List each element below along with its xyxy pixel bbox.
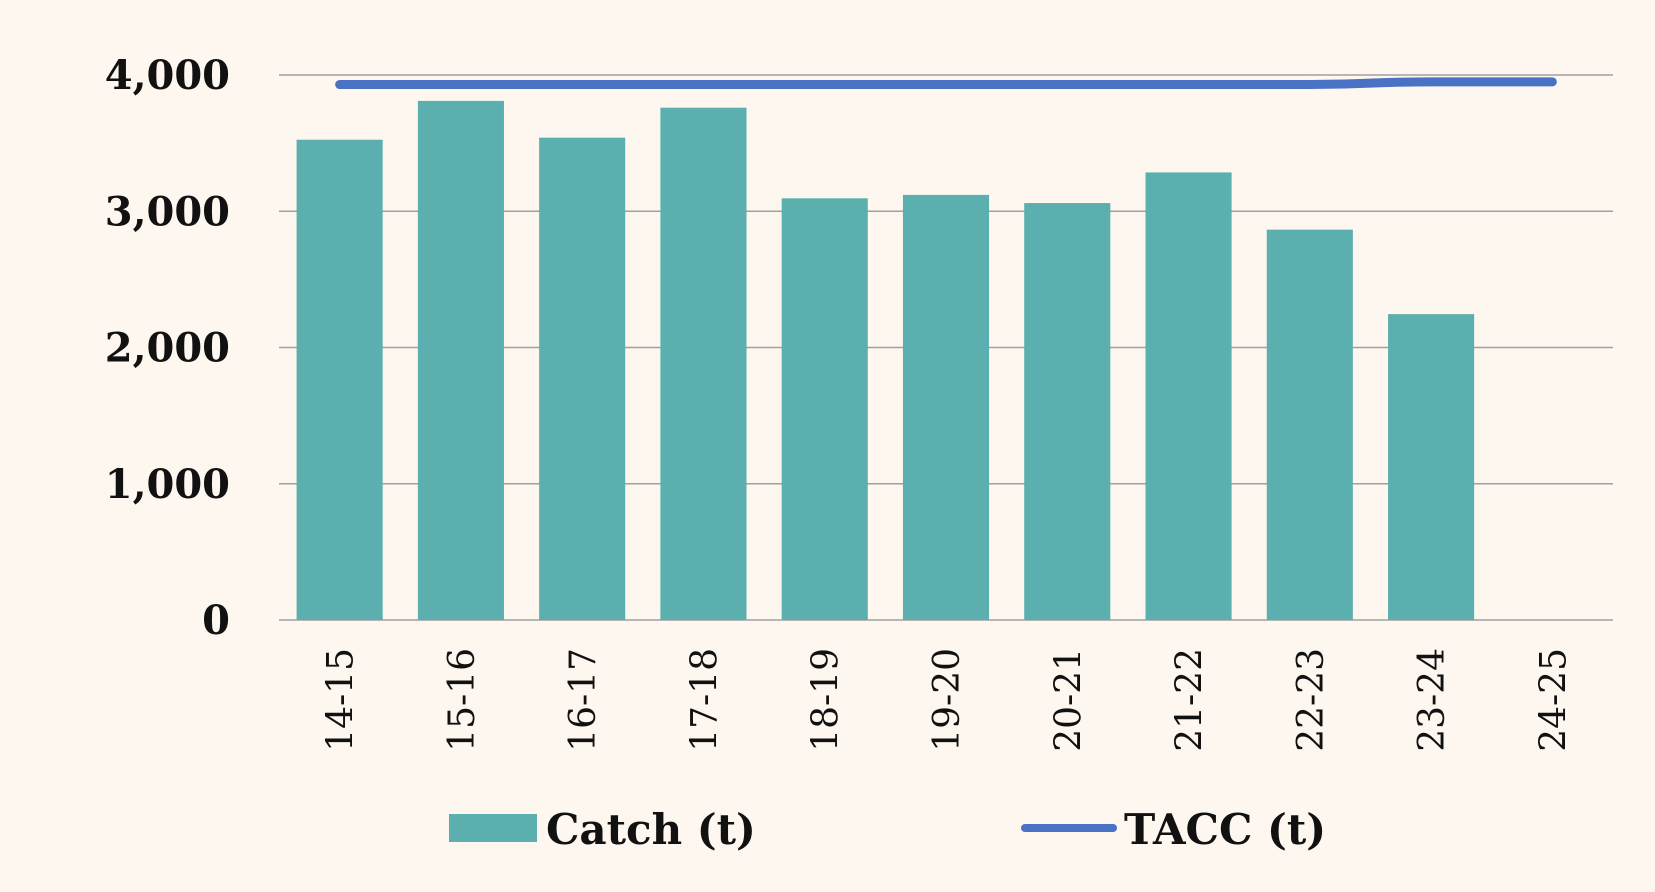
tacc-line (335, 77, 1557, 90)
catch-bar (781, 198, 868, 620)
y-tick-label: 4,000 (105, 52, 230, 99)
legend-catch-swatch (449, 814, 537, 842)
catch-bar (1388, 314, 1475, 620)
x-tick-label: 24-25 (1533, 648, 1574, 752)
catch-bar (1024, 203, 1111, 620)
catch-bar (902, 194, 990, 620)
x-tick-label: 17-18 (684, 648, 725, 752)
tacc-line-group (335, 77, 1557, 90)
catch-bar (1266, 229, 1353, 621)
y-tick-label: 3,000 (105, 188, 230, 235)
legend-catch-label: Catch (t) (546, 805, 756, 854)
y-axis-ticks: 0 1,000 2,000 3,000 4,000 (105, 52, 230, 644)
x-tick-label: 20-21 (1048, 648, 1089, 752)
x-tick-label: 19-20 (927, 648, 968, 752)
catch-bar (539, 137, 626, 621)
y-tick-label: 0 (202, 597, 230, 644)
catch-bar (1145, 172, 1232, 620)
x-tick-label: 22-23 (1291, 648, 1332, 752)
y-tick-label: 1,000 (105, 461, 230, 508)
x-axis-ticks: 14-15 15-16 16-17 17-18 18-19 19-20 20-21 21-22… (321, 648, 1575, 752)
catch-bar (417, 100, 504, 620)
x-tick-label: 23-24 (1412, 648, 1453, 752)
x-tick-label: 15-16 (442, 648, 483, 752)
x-tick-label: 18-19 (806, 648, 847, 752)
catch-bars (296, 100, 1475, 621)
x-tick-label: 14-15 (321, 648, 362, 752)
y-tick-label: 2,000 (105, 325, 230, 372)
legend: Catch (t) TACC (t) (449, 805, 1326, 854)
x-tick-label: 21-22 (1170, 648, 1211, 752)
legend-tacc-label: TACC (t) (1124, 805, 1326, 854)
catch-bar (296, 139, 383, 620)
x-tick-label: 16-17 (563, 648, 604, 752)
catch-bar (660, 107, 747, 620)
